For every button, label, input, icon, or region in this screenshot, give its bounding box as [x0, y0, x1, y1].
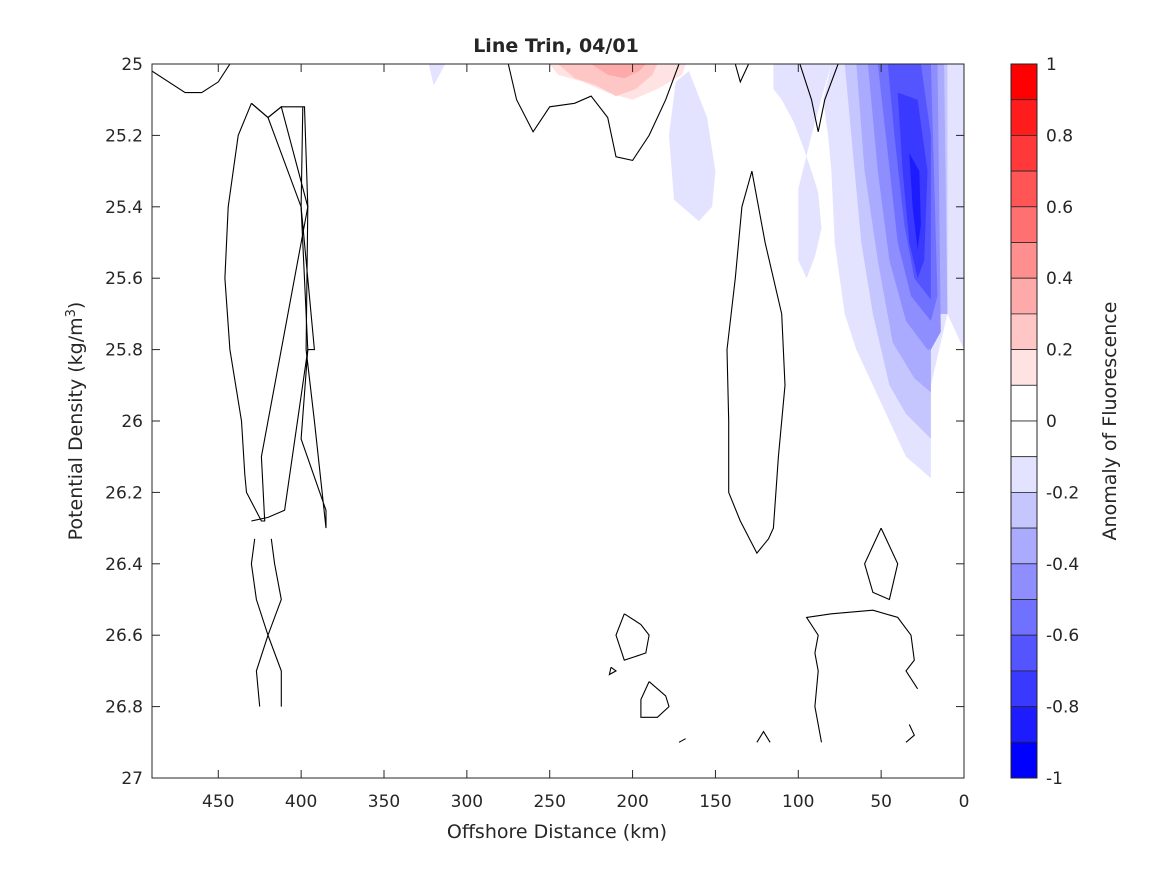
y-tick-label-3: 25.6 [105, 269, 143, 289]
y-axis-label: Potential Density (kg/m3) [64, 302, 87, 541]
contour-line-14 [756, 730, 771, 743]
colorbar-band-15 [1010, 599, 1038, 636]
colorbar-band-7 [1010, 313, 1038, 350]
filled-region-4 [669, 71, 716, 222]
y-tick-label-1: 25.2 [105, 126, 143, 146]
colorbar-tick-label-1: 0.8 [1046, 126, 1073, 146]
colorbar-band-3 [1010, 170, 1038, 208]
y-tick-label-10: 27 [121, 769, 143, 789]
colorbar-band-14 [1010, 563, 1038, 600]
contour-line-17 [905, 724, 915, 743]
colorbar-tick-label-0: 1 [1046, 55, 1057, 75]
y-tick-label-2: 25.4 [105, 198, 143, 218]
y-tick-label-8: 26.6 [105, 626, 143, 646]
contour-line-8 [799, 64, 839, 132]
filled-contour-layer [428, 64, 964, 479]
contour-line-0 [152, 64, 231, 94]
contour-line-9 [726, 170, 786, 555]
colorbar: 1 0.8 0.6 0.4 0.2 0 -0.2 -0.4 -0.6 -0.8 -1 [1010, 55, 1079, 789]
colorbar-tick-label-9: -0.8 [1046, 698, 1079, 718]
colorbar-band-0 [1010, 63, 1038, 101]
colorbar-tick-label-10: -1 [1046, 769, 1063, 789]
x-tick-label-1: 400 [285, 792, 317, 812]
colorbar-tick-label-8: -0.6 [1046, 626, 1079, 646]
x-tick-label-6: 150 [699, 792, 731, 812]
x-tick-label-3: 300 [451, 792, 483, 812]
colorbar-band-19 [1010, 741, 1038, 779]
colorbar-band-4 [1010, 206, 1038, 243]
x-tick-label-9: 0 [959, 792, 970, 812]
chart-title: Line Trin, 04/01 [473, 35, 639, 57]
colorbar-band-17 [1010, 670, 1038, 708]
y-tick-label-0: 25 [121, 55, 143, 75]
contour-line-1 [251, 102, 327, 529]
y-axis-label-main: Potential Density (kg/m [65, 317, 87, 540]
x-axis-label: Offshore Distance (km) [447, 821, 667, 843]
colorbar-band-10 [1010, 420, 1038, 458]
colorbar-band-16 [1010, 634, 1038, 672]
filled-region-0 [428, 64, 446, 86]
colorbar-band-12 [1010, 491, 1038, 529]
colorbar-band-13 [1010, 527, 1038, 565]
contour-line-layer [152, 64, 919, 743]
x-tick-label-0: 450 [202, 792, 234, 812]
y-axis-label-tail: ) [65, 302, 87, 309]
x-tick-label-4: 250 [533, 792, 565, 812]
contour-line-13 [678, 738, 686, 743]
colorbar-band-11 [1010, 456, 1038, 493]
y-tick-label-4: 25.8 [105, 341, 143, 361]
colorbar-band-9 [1010, 384, 1038, 422]
colorbar-tick-label-3: 0.4 [1046, 269, 1073, 289]
y-axis-ticks: 25 25.2 25.4 25.6 25.8 26 26.2 26.4 26.6 26.8 27 [105, 55, 964, 789]
colorbar-frame [1010, 63, 1038, 779]
contour-line-16 [805, 609, 919, 743]
colorbar-band-8 [1010, 349, 1038, 386]
x-axis-ticks: 450 400 350 300 250 200 150 100 50 0 [202, 64, 969, 812]
y-tick-label-7: 26.4 [105, 555, 143, 575]
y-axis-label-superscript: 3 [64, 309, 79, 317]
y-tick-label-5: 26 [121, 412, 143, 432]
filled-region-13 [909, 153, 921, 250]
colorbar-band-6 [1010, 277, 1038, 315]
colorbar-band-1 [1010, 99, 1038, 136]
colorbar-band-2 [1010, 134, 1038, 172]
contour-line-10 [615, 613, 650, 661]
x-tick-label-7: 100 [782, 792, 814, 812]
contour-line-12 [640, 681, 670, 718]
colorbar-tick-label-2: 0.6 [1046, 198, 1073, 218]
colorbar-label: Anomaly of Fluorescence [1099, 302, 1121, 541]
colorbar-tick-label-7: -0.4 [1046, 555, 1079, 575]
contour-line-11 [608, 666, 618, 676]
x-tick-label-2: 350 [368, 792, 400, 812]
colorbar-tick-label-6: -0.2 [1046, 483, 1079, 503]
contour-line-6 [507, 64, 680, 162]
x-tick-label-5: 200 [616, 792, 648, 812]
colorbar-tick-label-5: 0 [1046, 412, 1057, 432]
y-tick-label-9: 26.8 [105, 698, 143, 718]
contour-line-3 [251, 117, 309, 522]
contour-line-4 [250, 538, 269, 707]
contour-line-7 [734, 64, 750, 84]
contour-line-5 [267, 538, 282, 707]
colorbar-band-5 [1010, 242, 1038, 279]
contour-line-15 [864, 527, 899, 601]
contour-line-2 [224, 102, 309, 522]
x-tick-label-8: 50 [870, 792, 892, 812]
colorbar-band-18 [1010, 706, 1038, 743]
colorbar-tick-label-4: 0.2 [1046, 341, 1073, 361]
y-tick-label-6: 26.2 [105, 483, 143, 503]
